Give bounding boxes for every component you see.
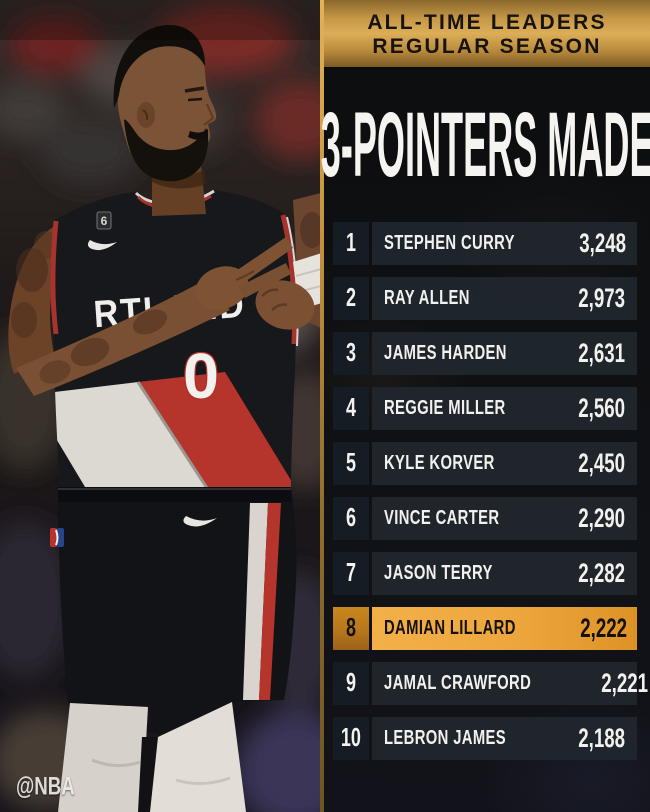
player-pointing-hand <box>16 237 293 396</box>
photo-vignette <box>0 0 325 40</box>
player-figure: 6 RTLAND 0 <box>8 24 325 812</box>
player-head <box>113 24 217 216</box>
leader-row-5: 5 KYLE KORVER 2,450 <box>333 442 637 485</box>
stat-value: 2,973 <box>578 282 625 314</box>
rank-value: 2 <box>345 283 357 313</box>
player-name: LEBRON JAMES <box>384 726 507 750</box>
player-nose <box>203 103 215 126</box>
stat-value: 2,222 <box>580 612 628 644</box>
rank-value: 1 <box>345 228 357 258</box>
rank-cell: 6 <box>333 497 369 540</box>
jersey-armhole-left-trim <box>50 220 59 335</box>
leader-row-7: 7 JASON TERRY 2,282 <box>333 552 637 595</box>
header-line1: ALL-TIME LEADERS <box>367 11 607 34</box>
leader-row-2: 2 RAY ALLEN 2,973 <box>333 277 637 320</box>
jersey-number: 0 <box>183 340 219 412</box>
player-eye <box>187 97 203 102</box>
player-shorts <box>50 487 297 737</box>
player-name: RAY ALLEN <box>384 286 470 310</box>
leader-row-8-highlighted: 8 DAMIAN LILLARD 2,222 <box>333 607 637 650</box>
player-hair <box>113 24 206 108</box>
row-main: LEBRON JAMES 2,188 <box>372 717 637 760</box>
leaderboard-panel: ALL-TIME LEADERS REGULAR SEASON 3-POINTE… <box>320 0 650 812</box>
rank-value: 4 <box>345 393 357 423</box>
rank-cell: 3 <box>333 332 369 375</box>
leader-row-9: 9 JAMAL CRAWFORD 2,221 <box>333 662 648 705</box>
jersey-patch: 6 <box>96 211 112 230</box>
stat-value: 3,248 <box>579 227 626 259</box>
player-name: KYLE KORVER <box>384 451 495 475</box>
stat-title: 3-POINTERS MADE <box>320 94 650 197</box>
row-main: REGGIE MILLER 2,560 <box>372 387 637 430</box>
leader-row-3: 3 JAMES HARDEN 2,631 <box>333 332 637 375</box>
nike-swoosh-shorts-icon <box>183 516 217 527</box>
jersey-armhole-right-trim <box>280 214 298 345</box>
stat-value: 2,188 <box>578 722 625 754</box>
row-main: STEPHEN CURRY 3,248 <box>372 222 637 265</box>
stat-value: 2,290 <box>578 502 625 534</box>
shorts-side-stripe-white <box>243 503 268 700</box>
stat-title-section: 3-POINTERS MADE <box>320 70 650 222</box>
player-beard <box>124 119 209 182</box>
rank-value: 6 <box>345 503 357 533</box>
leader-row-1: 1 STEPHEN CURRY 3,248 <box>333 222 637 265</box>
stat-value: 2,282 <box>578 557 625 589</box>
row-main: KYLE KORVER 2,450 <box>372 442 637 485</box>
player-mustache <box>188 129 208 140</box>
stat-value: 2,450 <box>578 447 625 479</box>
leaderboard-panel-inner: ALL-TIME LEADERS REGULAR SEASON 3-POINTE… <box>320 0 650 812</box>
row-main: RAY ALLEN 2,973 <box>372 277 637 320</box>
nba-watermark: @NBA <box>16 772 75 801</box>
rank-cell: 8 <box>333 607 369 650</box>
gold-accent-stripe <box>320 0 324 812</box>
rank-value: 9 <box>345 668 357 698</box>
rank-value: 7 <box>345 558 357 588</box>
player-name: JAMAL CRAWFORD <box>384 671 532 695</box>
rank-value: 10 <box>340 723 362 753</box>
rank-value: 3 <box>345 338 357 368</box>
rank-value: 8 <box>345 613 357 643</box>
rank-cell: 5 <box>333 442 369 485</box>
stat-value: 2,560 <box>578 392 625 424</box>
player-name: REGGIE MILLER <box>384 396 506 420</box>
player-left-arm <box>255 192 325 330</box>
rank-cell: 4 <box>333 387 369 430</box>
jersey-patch-number: 6 <box>101 214 108 228</box>
rank-value: 5 <box>345 448 357 478</box>
rank-cell: 10 <box>333 717 369 760</box>
leader-row-10: 10 LEBRON JAMES 2,188 <box>333 717 637 760</box>
rank-cell: 9 <box>333 662 369 705</box>
row-main: DAMIAN LILLARD 2,222 <box>372 607 637 650</box>
player-leg-sleeves <box>58 702 246 812</box>
row-main: VINCE CARTER 2,290 <box>372 497 637 540</box>
player-name: STEPHEN CURRY <box>384 231 515 255</box>
panel-header: ALL-TIME LEADERS REGULAR SEASON <box>324 0 650 70</box>
player-name: DAMIAN LILLARD <box>384 616 516 640</box>
jersey-sash <box>53 372 296 487</box>
player-eyebrow <box>184 86 205 93</box>
nike-swoosh-icon <box>87 240 117 251</box>
shorts-side-stripe-red <box>259 503 281 700</box>
leader-row-4: 4 REGGIE MILLER 2,560 <box>333 387 637 430</box>
stat-value: 2,221 <box>601 667 648 699</box>
rank-cell: 1 <box>333 222 369 265</box>
row-main: JASON TERRY 2,282 <box>372 552 637 595</box>
row-main: JAMAL CRAWFORD 2,221 <box>372 662 648 705</box>
leaders-list: 1 STEPHEN CURRY 3,248 2 RAY ALLEN 2,973 … <box>324 222 650 760</box>
leader-row-6: 6 VINCE CARTER 2,290 <box>333 497 637 540</box>
rank-cell: 7 <box>333 552 369 595</box>
rank-cell: 2 <box>333 277 369 320</box>
player-name: JASON TERRY <box>384 561 493 585</box>
player-name: JAMES HARDEN <box>384 341 507 365</box>
header-line2: REGULAR SEASON <box>372 35 602 58</box>
nba-logo-patch <box>50 528 64 547</box>
player-name: VINCE CARTER <box>384 506 500 530</box>
row-main: JAMES HARDEN 2,631 <box>372 332 637 375</box>
player-photo: 6 RTLAND 0 <box>0 0 325 812</box>
player-photo-illustration: 6 RTLAND 0 <box>0 0 325 812</box>
stat-value: 2,631 <box>578 337 625 369</box>
